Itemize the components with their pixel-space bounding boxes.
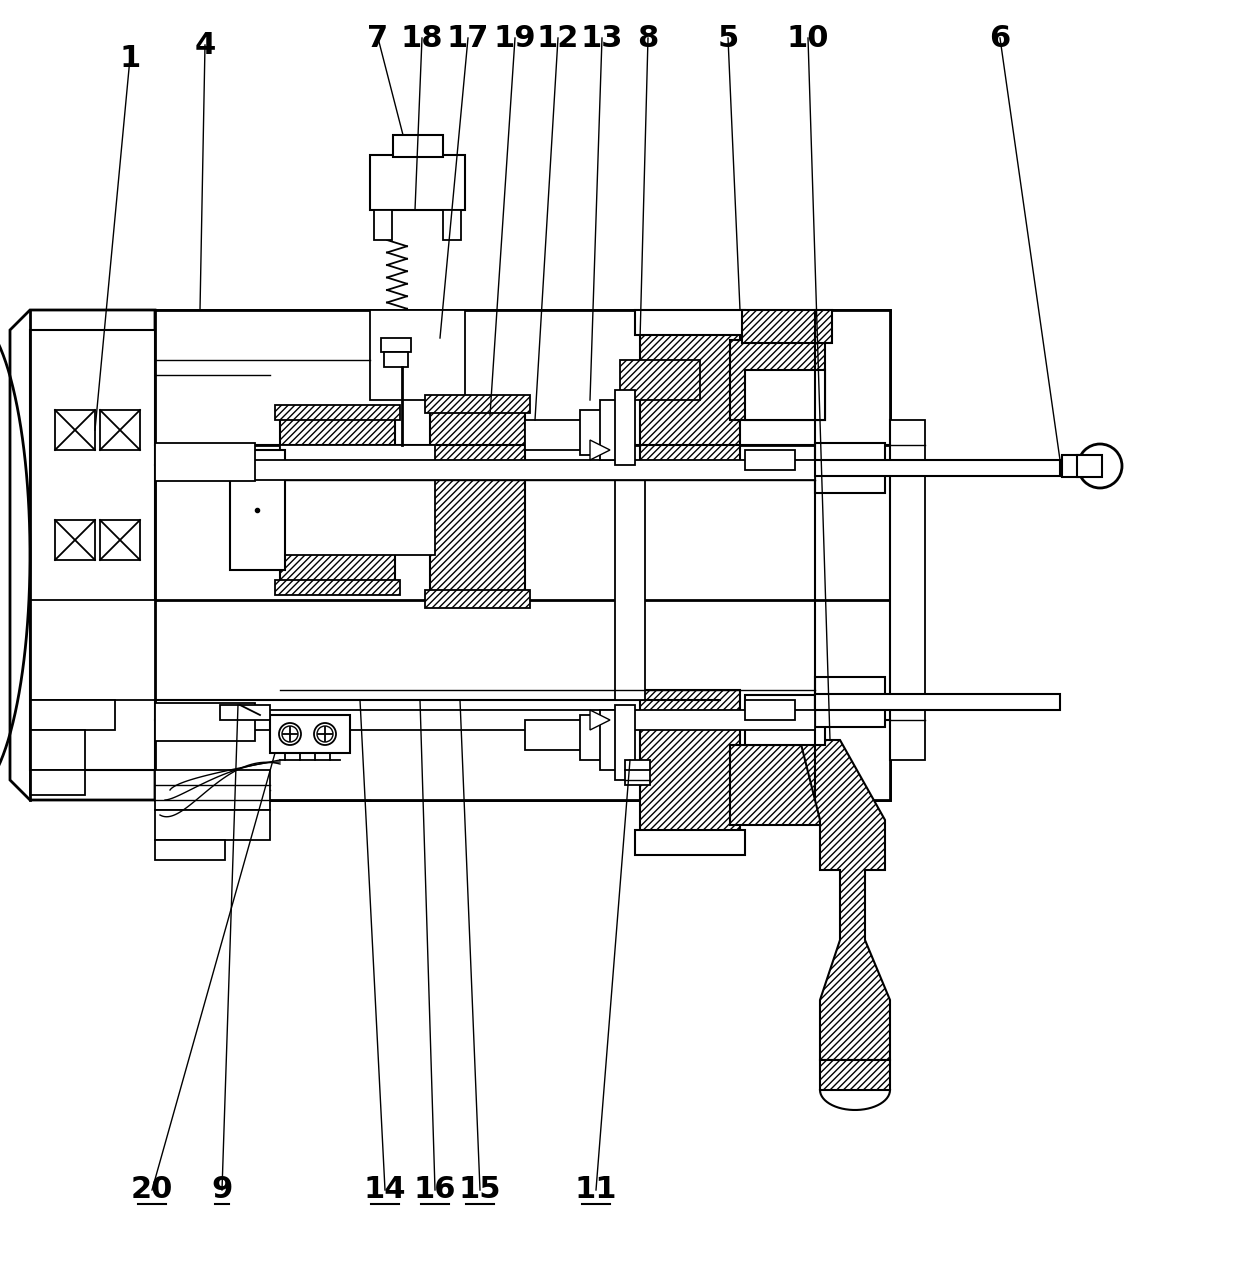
Bar xyxy=(155,459,815,480)
Bar xyxy=(100,520,140,560)
Text: 5: 5 xyxy=(718,24,739,52)
Bar xyxy=(640,690,740,835)
Bar xyxy=(1061,456,1090,477)
Bar xyxy=(30,730,86,770)
Bar xyxy=(393,135,443,157)
Text: 4: 4 xyxy=(195,30,216,60)
Bar xyxy=(275,405,401,420)
Bar xyxy=(815,676,885,727)
Bar xyxy=(425,590,529,608)
Bar xyxy=(430,400,525,595)
Bar xyxy=(615,470,645,700)
Circle shape xyxy=(317,726,334,742)
Bar xyxy=(745,700,795,720)
Text: 8: 8 xyxy=(637,24,658,52)
Bar xyxy=(30,330,155,770)
Bar xyxy=(155,443,255,481)
Bar xyxy=(275,580,401,595)
Text: 6: 6 xyxy=(990,24,1011,52)
Bar xyxy=(280,415,396,585)
Text: 18: 18 xyxy=(401,24,443,52)
Bar xyxy=(615,706,635,780)
Bar xyxy=(370,155,465,209)
Bar xyxy=(270,714,350,753)
Text: 1: 1 xyxy=(119,43,140,72)
Bar xyxy=(730,340,825,420)
Text: 17: 17 xyxy=(446,24,490,52)
Bar xyxy=(219,706,270,720)
Text: 9: 9 xyxy=(211,1175,233,1204)
Text: 7: 7 xyxy=(367,24,388,52)
Text: 19: 19 xyxy=(494,24,537,52)
Bar xyxy=(381,338,410,352)
Bar xyxy=(745,695,825,745)
Polygon shape xyxy=(800,740,890,1060)
Polygon shape xyxy=(10,310,155,799)
Bar xyxy=(742,310,832,343)
Bar xyxy=(155,310,890,799)
Circle shape xyxy=(314,723,336,745)
Text: 10: 10 xyxy=(786,24,830,52)
Bar xyxy=(443,209,461,240)
Bar xyxy=(155,600,890,799)
Bar xyxy=(425,395,529,412)
Bar xyxy=(600,709,620,770)
Bar xyxy=(615,390,635,464)
Text: 14: 14 xyxy=(363,1175,407,1204)
Text: 12: 12 xyxy=(537,24,579,52)
Bar xyxy=(155,703,255,741)
Bar xyxy=(374,209,392,240)
Bar xyxy=(815,694,1060,709)
Polygon shape xyxy=(590,440,610,459)
Bar xyxy=(155,709,815,730)
Bar xyxy=(600,400,620,459)
Bar xyxy=(635,830,745,855)
Bar xyxy=(384,352,408,367)
Bar xyxy=(890,420,925,760)
Bar xyxy=(730,745,825,825)
Circle shape xyxy=(1078,444,1122,489)
Bar xyxy=(100,410,140,450)
Bar xyxy=(229,450,285,570)
Bar xyxy=(745,371,825,420)
Bar xyxy=(30,700,115,730)
Bar xyxy=(745,450,795,470)
Bar xyxy=(525,720,585,750)
Text: 13: 13 xyxy=(580,24,624,52)
Circle shape xyxy=(279,723,301,745)
Bar xyxy=(640,330,740,475)
Text: 11: 11 xyxy=(575,1175,618,1204)
Bar xyxy=(30,770,86,794)
Bar xyxy=(815,459,1060,476)
Bar xyxy=(155,810,270,840)
Bar xyxy=(155,840,224,860)
Bar xyxy=(820,1060,890,1090)
Bar xyxy=(620,360,701,400)
Bar xyxy=(580,714,605,760)
Bar xyxy=(55,410,95,450)
Bar xyxy=(370,310,465,400)
Bar xyxy=(155,310,890,445)
Text: 20: 20 xyxy=(130,1175,174,1204)
Bar xyxy=(280,445,435,555)
Bar xyxy=(625,760,650,786)
Text: 16: 16 xyxy=(414,1175,456,1204)
Bar xyxy=(30,600,155,700)
Bar xyxy=(815,443,885,492)
Bar xyxy=(1078,456,1102,477)
Bar xyxy=(55,520,95,560)
Circle shape xyxy=(281,726,298,742)
Bar xyxy=(525,420,585,450)
Text: 15: 15 xyxy=(459,1175,501,1204)
Polygon shape xyxy=(590,709,610,730)
Bar xyxy=(155,770,270,810)
Bar xyxy=(635,310,745,335)
Bar xyxy=(580,410,605,456)
